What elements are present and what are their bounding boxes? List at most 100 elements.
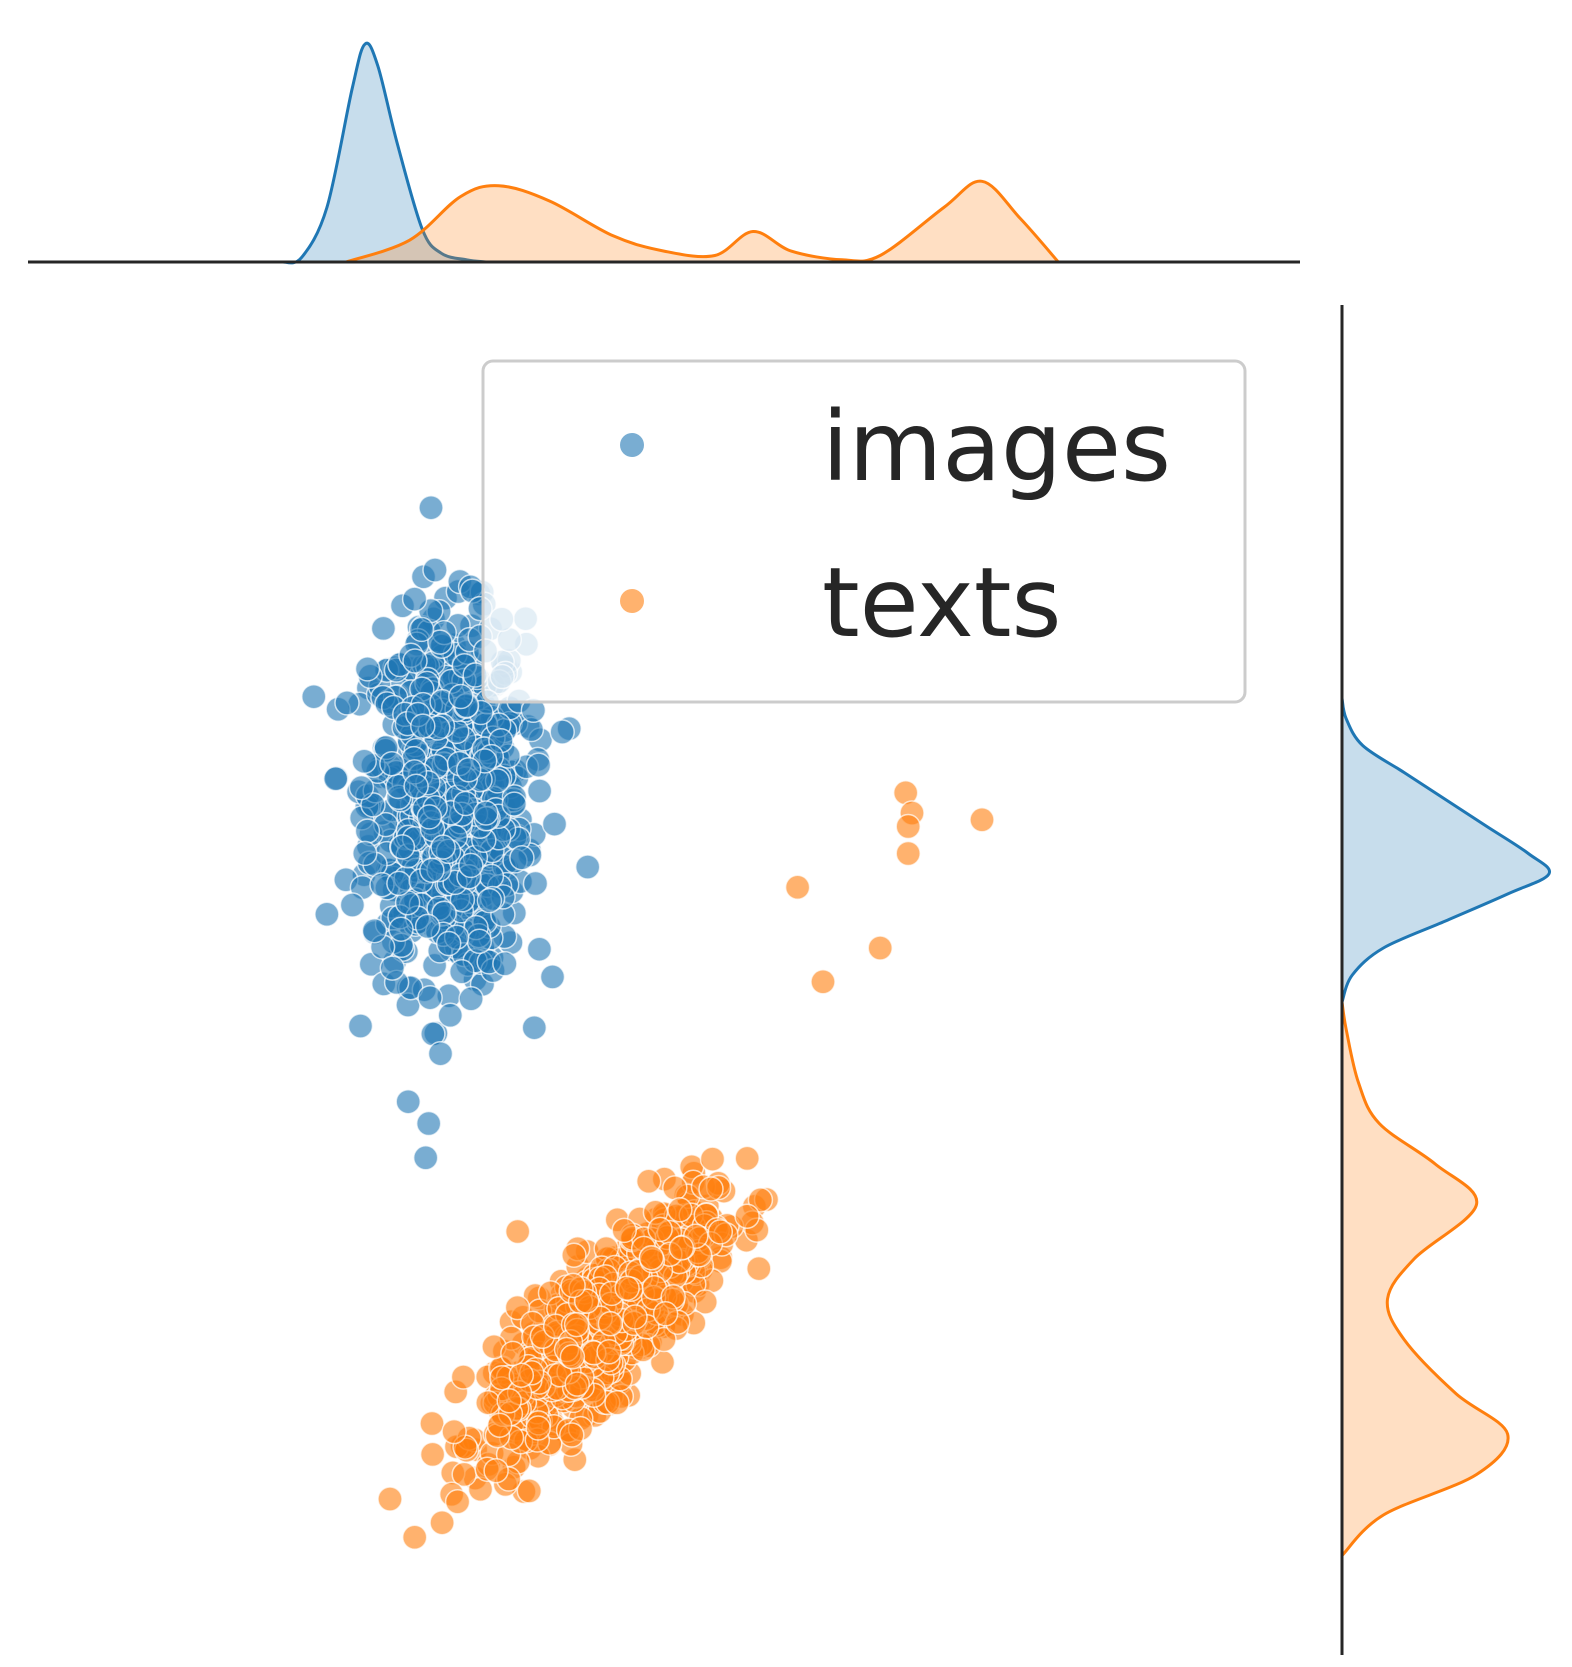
point-images — [395, 1088, 421, 1115]
point-texts — [746, 1255, 772, 1282]
point-texts — [596, 1339, 622, 1365]
point-images-outlier — [422, 557, 448, 583]
point-images — [539, 964, 566, 990]
point-images — [448, 959, 475, 985]
point-texts-outlier — [969, 807, 995, 833]
point-texts-outlier — [895, 840, 921, 867]
point-texts-outlier — [504, 1218, 531, 1245]
point-texts — [419, 1410, 445, 1437]
point-images — [339, 892, 366, 918]
point-texts — [734, 1203, 760, 1229]
point-texts-outlier — [810, 969, 836, 995]
point-texts — [377, 1486, 403, 1512]
legend-marker-images — [620, 433, 644, 457]
point-texts — [647, 1216, 673, 1243]
point-images — [352, 840, 378, 867]
point-images — [501, 791, 528, 817]
point-images — [361, 917, 388, 944]
point-images — [408, 616, 435, 643]
point-images — [509, 845, 535, 871]
point-images — [348, 774, 375, 801]
point-texts — [707, 1219, 734, 1245]
point-images — [351, 748, 377, 775]
right-kde-fill-images — [1342, 698, 1550, 1002]
point-images-outlier — [549, 719, 575, 745]
point-images — [379, 750, 405, 777]
point-images — [430, 834, 456, 860]
point-images — [388, 916, 414, 942]
legend-label-texts: texts — [822, 547, 1061, 659]
point-texts — [668, 1235, 695, 1261]
point-images — [416, 804, 443, 830]
point-images — [526, 936, 553, 962]
top-marginal-kde — [282, 41, 1060, 265]
point-texts — [563, 1311, 590, 1338]
point-images-outlier — [314, 901, 340, 928]
point-images — [386, 870, 412, 897]
point-texts — [734, 1145, 760, 1172]
point-texts — [486, 1412, 513, 1438]
point-texts-outlier — [867, 935, 893, 961]
legend-frame — [481, 359, 1247, 704]
point-texts — [614, 1275, 640, 1302]
point-texts — [500, 1340, 526, 1367]
point-texts — [504, 1294, 531, 1321]
point-images — [389, 834, 416, 860]
point-images — [419, 857, 445, 884]
point-images-outlier — [574, 854, 601, 880]
point-texts — [604, 1390, 630, 1416]
point-texts — [496, 1388, 522, 1414]
right-kde-fill-texts — [1342, 1002, 1509, 1556]
point-texts — [622, 1304, 648, 1330]
point-images — [455, 757, 482, 783]
point-images — [322, 766, 349, 792]
point-images — [347, 1013, 374, 1039]
point-texts — [525, 1415, 551, 1441]
point-texts — [662, 1175, 688, 1201]
point-images-outlier — [415, 1110, 442, 1137]
point-texts — [559, 1422, 585, 1448]
point-texts — [667, 1197, 693, 1223]
point-images — [410, 713, 436, 739]
point-texts — [508, 1362, 535, 1388]
point-images — [476, 887, 503, 914]
point-texts — [651, 1326, 677, 1353]
point-images — [522, 870, 549, 897]
point-images — [492, 951, 518, 977]
top-kde-fill-images — [282, 43, 486, 263]
legend: images texts — [481, 359, 1247, 704]
point-texts-outlier — [895, 813, 921, 840]
right-kde-line-images — [1340, 697, 1552, 1003]
point-texts — [564, 1371, 590, 1397]
point-texts — [429, 1509, 455, 1536]
point-texts — [483, 1457, 509, 1484]
top-kde-fill-texts — [346, 181, 1059, 262]
point-texts — [652, 1301, 679, 1327]
point-texts — [444, 1489, 471, 1515]
point-images — [437, 1002, 464, 1029]
point-images — [526, 778, 553, 804]
point-images — [412, 1145, 439, 1171]
point-texts — [450, 1364, 477, 1390]
point-images — [541, 811, 568, 837]
point-images — [401, 586, 428, 612]
point-texts — [475, 1389, 501, 1416]
right-marginal-kde — [1340, 697, 1552, 1557]
point-texts — [699, 1146, 726, 1172]
point-texts — [419, 1441, 446, 1468]
point-texts — [401, 1524, 428, 1551]
point-images — [435, 930, 462, 957]
point-texts-outlier — [784, 874, 811, 901]
point-texts — [441, 1418, 467, 1445]
point-images — [403, 773, 429, 799]
legend-label-images: images — [822, 391, 1171, 503]
point-texts — [638, 1244, 665, 1271]
point-images — [458, 852, 484, 879]
point-texts — [559, 1344, 586, 1370]
point-images — [417, 984, 443, 1011]
point-images — [370, 615, 397, 642]
point-texts — [560, 1272, 586, 1299]
point-texts — [597, 1310, 624, 1337]
point-texts — [561, 1242, 587, 1268]
